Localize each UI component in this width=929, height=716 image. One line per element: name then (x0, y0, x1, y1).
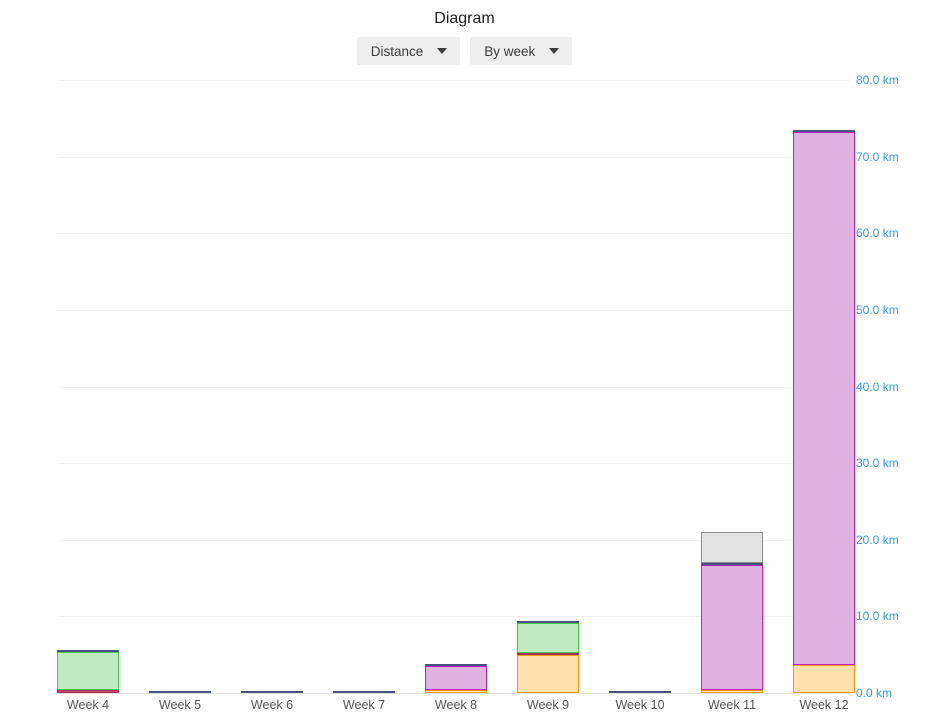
bar-week-11[interactable] (701, 80, 763, 693)
x-axis-tick-label: Week 5 (158, 698, 202, 712)
chevron-down-icon (437, 48, 448, 54)
bar-segment-orange (793, 665, 855, 693)
x-axis-tick-label: Week 7 (342, 698, 386, 712)
bar-segment-slate (333, 691, 395, 693)
bar-segment-slate (425, 663, 487, 666)
period-dropdown-label: By week (484, 43, 536, 59)
gridline (58, 156, 850, 158)
y-axis-tick-label: 30.0 km (856, 456, 899, 471)
y-axis-tick-label: 20.0 km (856, 532, 899, 547)
bar-segment-purple (425, 665, 487, 691)
gridline (58, 693, 850, 694)
y-axis-tick-label: 40.0 km (856, 379, 899, 394)
y-axis-tick-label: 70.0 km (856, 149, 899, 164)
bar-segment-orange (425, 690, 487, 693)
bar-segment-maroon (517, 652, 579, 656)
bar-week-5[interactable] (149, 80, 211, 693)
bar-week-8[interactable] (425, 80, 487, 693)
bar-week-10[interactable] (609, 80, 671, 693)
bar-chart-plot-area (57, 80, 855, 694)
bar-segment-green (517, 622, 579, 653)
bar-segment-orange (517, 655, 579, 693)
metric-dropdown[interactable]: Distance (356, 37, 461, 65)
y-axis-tick-label: 60.0 km (856, 226, 899, 241)
bar-segment-purple (701, 565, 763, 691)
y-axis-tick-label: 80.0 km (856, 73, 899, 87)
chevron-down-icon (549, 48, 560, 54)
bar-segment-slate (793, 129, 855, 133)
gridline (58, 463, 850, 465)
y-axis-tick-label: 50.0 km (856, 302, 899, 317)
bar-segment-slate (241, 691, 303, 693)
x-axis-tick-label: Week 12 (799, 698, 849, 712)
bar-segment-gray (701, 532, 763, 564)
bar-week-6[interactable] (241, 80, 303, 693)
gridline (58, 233, 850, 235)
bar-segment-slate (701, 563, 763, 566)
bar-segment-maroon (57, 690, 119, 693)
bar-segment-slate (609, 691, 671, 693)
bar-week-7[interactable] (333, 80, 395, 693)
bar-segment-orange (701, 690, 763, 693)
x-axis-tick-label: Week 6 (250, 698, 294, 712)
gridline (58, 539, 850, 541)
gridline (58, 309, 850, 311)
chart-controls: Distance By week (0, 37, 929, 65)
bar-segment-green (57, 652, 119, 691)
period-dropdown[interactable]: By week (470, 37, 573, 65)
bar-week-9[interactable] (517, 80, 579, 693)
x-axis-tick-label: Week 11 (707, 698, 757, 712)
bar-segment-slate (517, 620, 579, 623)
bar-week-12[interactable] (793, 80, 855, 693)
metric-dropdown-label: Distance (370, 43, 424, 59)
x-axis-tick-label: Week 10 (615, 698, 665, 712)
bar-segment-slate (149, 691, 211, 693)
gridline (58, 616, 850, 618)
x-axis-tick-label: Week 9 (526, 698, 570, 712)
x-axis-tick-label: Week 4 (66, 698, 110, 712)
x-axis-tick-label: Week 8 (434, 698, 478, 712)
bar-segment-slate (57, 650, 119, 653)
page-title: Diagram (434, 10, 495, 27)
bar-week-4[interactable] (57, 80, 119, 693)
y-axis-tick-label: 10.0 km (856, 609, 899, 624)
bar-segment-purple (793, 132, 855, 666)
gridline (58, 80, 850, 81)
gridline (58, 386, 850, 388)
y-axis-tick-label: 0.0 km (856, 686, 893, 700)
